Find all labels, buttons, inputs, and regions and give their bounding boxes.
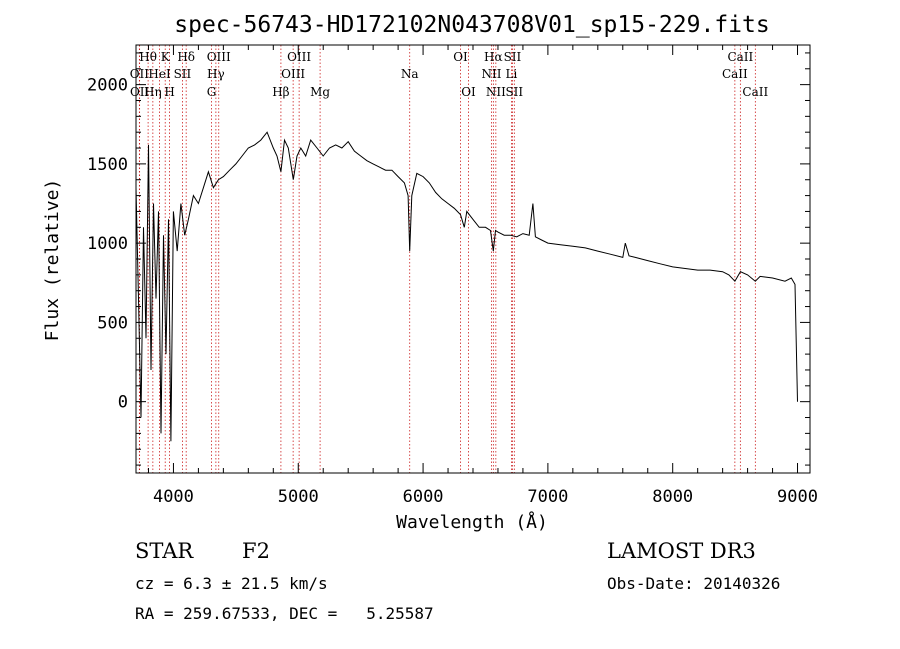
line-marker-label: SII: [174, 67, 192, 81]
line-marker-layer: [138, 45, 756, 473]
line-marker-label: OI: [453, 50, 468, 64]
spectrum-series-line: [135, 131, 798, 442]
y-tick-label: 500: [97, 313, 128, 333]
line-marker-label: OIII: [281, 67, 305, 81]
line-marker-label: H: [164, 85, 174, 99]
line-marker-label: CaII: [727, 50, 753, 64]
line-marker-label: G: [207, 85, 217, 99]
plot-area-frame: [135, 44, 811, 474]
x-tick-label: 9000: [777, 487, 818, 507]
coordinates-text: RA = 259.67533, DEC = 5.25587: [135, 604, 434, 623]
redshift-text: cz = 6.3 ± 21.5 km/s: [135, 574, 328, 593]
line-marker-label: OIII: [287, 50, 311, 64]
line-marker-label: OIII: [207, 50, 231, 64]
line-marker-label: CaII: [742, 85, 768, 99]
x-axis-label: Wavelength (Å): [396, 511, 548, 533]
chart-title: spec-56743-HD172102N043708V01_sp15-229.f…: [174, 12, 769, 38]
line-marker-label: SII: [504, 50, 522, 64]
object-class: STAR: [135, 539, 194, 563]
x-axis-ticks: 4000 5000 6000 7000 8000 9000: [147, 45, 818, 507]
survey-name: LAMOST DR3: [607, 539, 756, 563]
x-tick-label: 5000: [278, 487, 319, 507]
y-tick-label: 1000: [87, 234, 128, 254]
line-marker-label: Hα: [484, 50, 503, 64]
line-marker-label: Hβ: [272, 85, 289, 99]
x-tick-label: 4000: [153, 487, 194, 507]
y-tick-label: 1500: [87, 155, 128, 175]
line-marker-label: OII: [130, 67, 150, 81]
line-marker-label: NII: [481, 67, 501, 81]
line-marker-label: HeI: [148, 67, 171, 81]
line-marker-label: SII: [505, 85, 523, 99]
line-marker-label: OII: [130, 85, 150, 99]
line-marker-label: Hδ: [177, 50, 195, 64]
y-axis-label: Flux (relative): [42, 179, 63, 342]
line-marker-label: Hθ: [139, 50, 157, 64]
line-marker-label: Mg: [310, 85, 330, 99]
line-marker-label: OI: [461, 85, 476, 99]
y-tick-label: 2000: [87, 76, 128, 96]
x-tick-label: 7000: [527, 487, 568, 507]
obs-date: Obs-Date: 20140326: [607, 574, 781, 593]
line-marker-label: CaII: [722, 67, 748, 81]
x-tick-label: 6000: [403, 487, 444, 507]
line-marker-label: Hη: [144, 85, 162, 99]
line-marker-label: Hγ: [207, 67, 225, 81]
line-marker-label: Na: [401, 67, 419, 81]
y-axis-ticks: 0 500 1000 1500 2000: [87, 52, 810, 466]
x-tick-label: 8000: [652, 487, 693, 507]
subclass: F2: [242, 539, 270, 563]
y-tick-label: 0: [118, 393, 128, 413]
line-marker-label: K: [161, 50, 171, 64]
line-marker-label: NII: [486, 85, 506, 99]
line-marker-label: Li: [506, 67, 518, 81]
